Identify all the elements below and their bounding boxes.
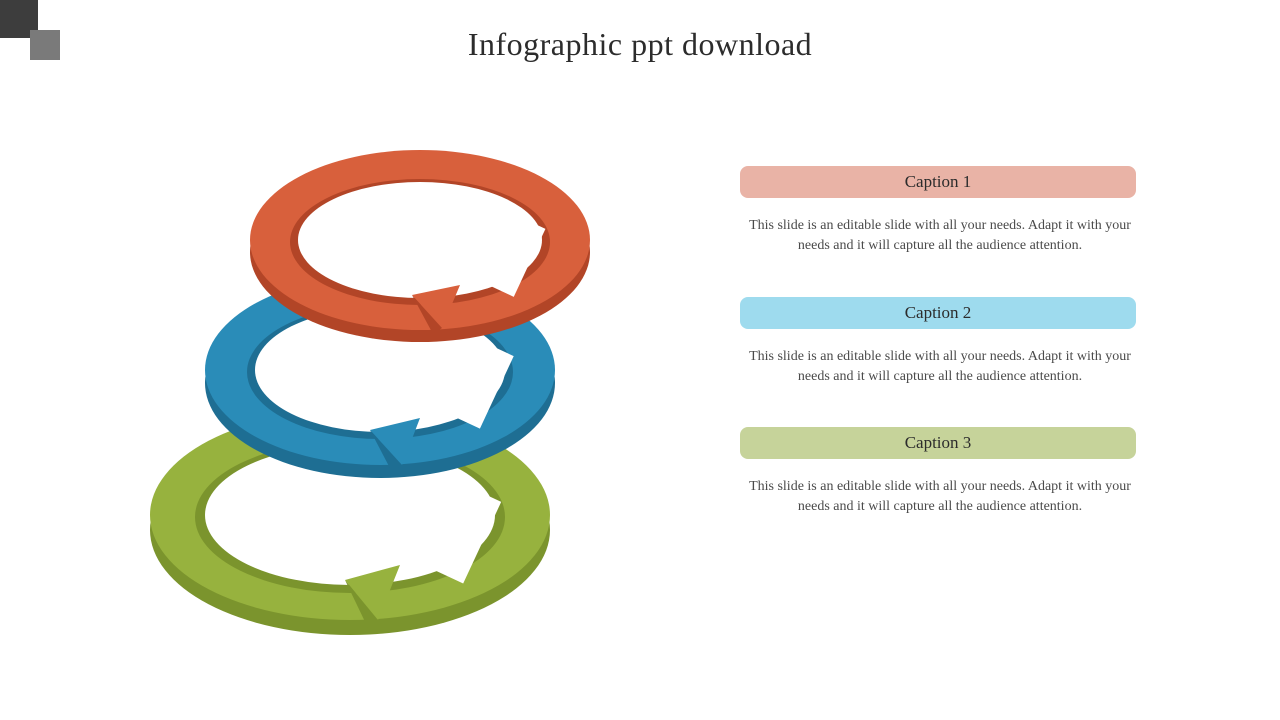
rings-graphic: [120, 120, 620, 640]
caption-block-1: Caption 1 This slide is an editable slid…: [740, 166, 1140, 257]
caption-pill-1: Caption 1: [740, 166, 1136, 198]
captions-panel: Caption 1 This slide is an editable slid…: [740, 166, 1140, 558]
caption-pill-2: Caption 2: [740, 297, 1136, 329]
caption-body-3: This slide is an editable slide with all…: [740, 477, 1140, 518]
caption-block-2: Caption 2 This slide is an editable slid…: [740, 297, 1140, 388]
caption-pill-3: Caption 3: [740, 427, 1136, 459]
rings-svg: [120, 120, 620, 640]
slide-title: Infographic ppt download: [0, 26, 1280, 63]
ring-top: [250, 150, 590, 342]
caption-body-1: This slide is an editable slide with all…: [740, 216, 1140, 257]
caption-block-3: Caption 3 This slide is an editable slid…: [740, 427, 1140, 518]
slide: Infographic ppt download: [0, 0, 1280, 720]
caption-body-2: This slide is an editable slide with all…: [740, 347, 1140, 388]
